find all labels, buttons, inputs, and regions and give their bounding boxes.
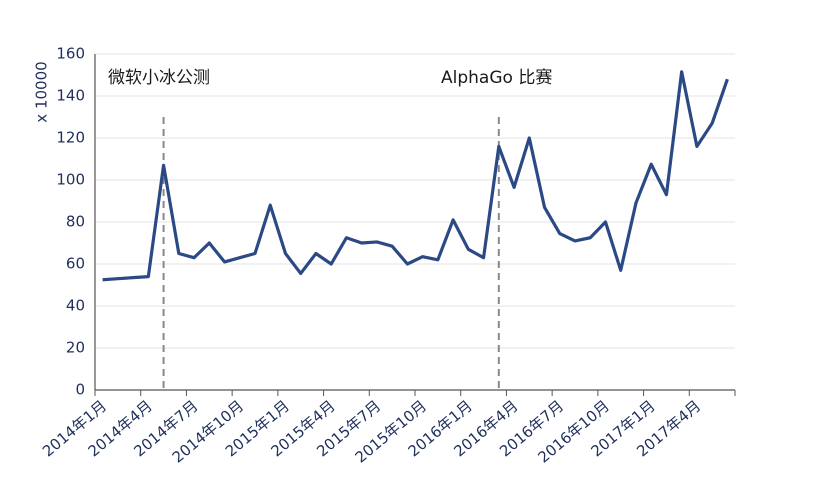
- annotation: AlphaGo 比赛: [441, 67, 552, 88]
- y-tick-label: 0: [75, 381, 85, 399]
- data-line: [102, 70, 729, 282]
- y-tick-label: 60: [66, 255, 85, 273]
- annotation: 微软小冰公测: [108, 68, 210, 88]
- y-tick-label: 40: [66, 297, 85, 315]
- y-tick-label: 120: [56, 129, 85, 147]
- y-tick-label: 20: [66, 339, 85, 357]
- y-tick-label: 80: [66, 213, 85, 231]
- y-axis-label: x 10000: [33, 61, 51, 122]
- y-tick-label: 160: [56, 45, 85, 63]
- y-tick-label: 100: [56, 171, 85, 189]
- y-tick-label: 140: [56, 87, 85, 105]
